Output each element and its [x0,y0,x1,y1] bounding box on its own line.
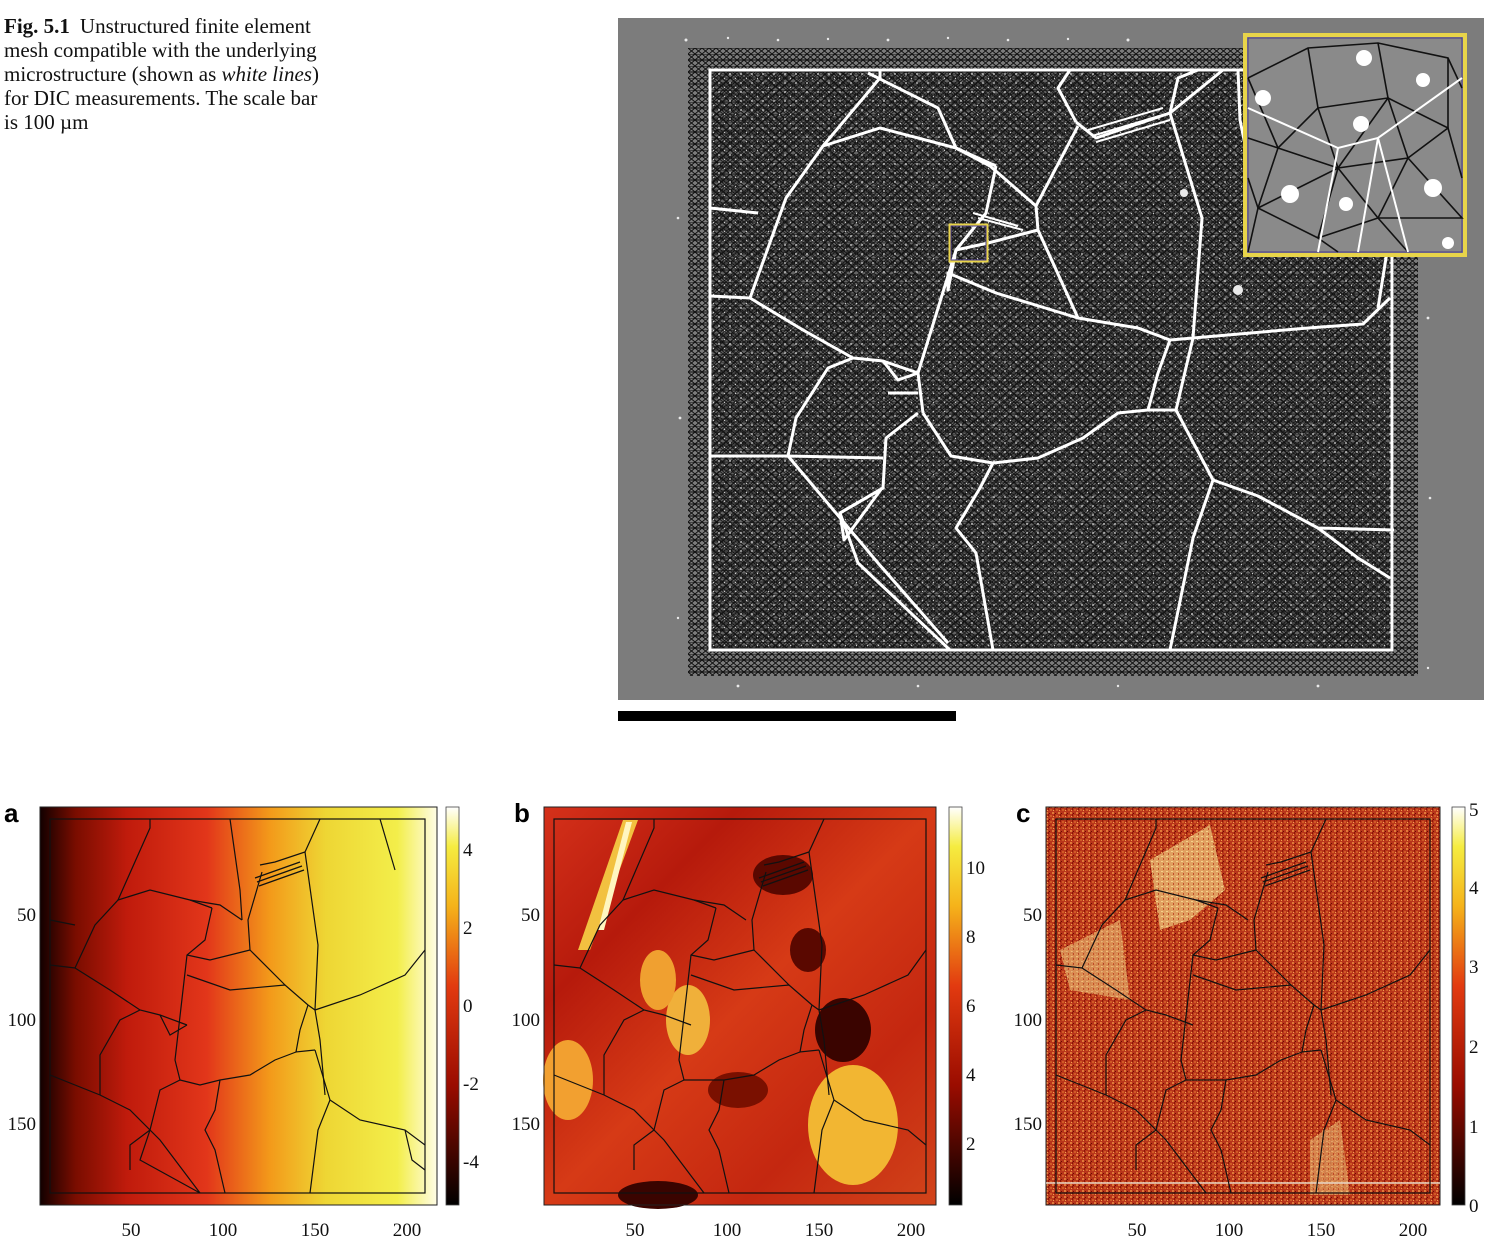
colorbar-tick-label: 0 [1469,1196,1479,1217]
colorbar-ticks-c: 0 1 2 3 4 5 [1469,800,1479,1217]
y-tick-label: 50 [521,905,540,926]
colorbar-tick-label: -2 [463,1074,479,1095]
figure-caption: Fig. 5.1 Unstructured finite element mesh… [4,14,334,134]
x-tick-label: 200 [897,1220,926,1241]
y-tick-label: 150 [1014,1114,1043,1135]
colorbar-tick-label: 0 [463,996,473,1017]
x-axis-b: 50 100 150 200 [626,1220,926,1241]
y-tick-label: 50 [17,905,36,926]
grain-overlay-c [1055,818,1431,1194]
colorbar-tick-label: 4 [1469,878,1479,899]
axes-frame-c [1045,806,1441,1206]
roi-boundary [708,68,1394,652]
colorbar-tick-label: 5 [1469,800,1479,821]
colorbar-tick-label: 2 [463,918,473,939]
x-tick-label: 200 [393,1220,422,1241]
colorbar-tick-label: 6 [966,996,976,1017]
colorbar-tick-label: 4 [966,1065,976,1086]
y-tick-label: 150 [8,1114,37,1135]
inset-zoom [1243,33,1467,257]
y-axis-c: 50 100 150 [1014,905,1043,1135]
caption-text-1: Unstructured finite element mesh compati… [4,14,317,86]
axes-frame-b [543,806,937,1206]
x-tick-label: 100 [1215,1220,1244,1241]
panel-b-svg: 50 100 150 200 50 100 150 b 2 4 6 8 10 [512,798,986,1241]
heatmap-b-features [543,820,898,1209]
colorbar-b [948,806,963,1206]
colorbar-tick-label: 10 [966,858,985,879]
y-tick-label: 50 [1023,905,1042,926]
caption-emphasis: white lines [221,62,312,86]
grain-overlay-b [553,818,927,1194]
x-tick-label: 150 [1307,1220,1336,1241]
x-axis-c: 50 100 150 200 [1128,1220,1428,1241]
y-axis-b: 50 100 150 [512,905,541,1135]
x-tick-label: 50 [626,1220,645,1241]
colorbar-ticks-b: 2 4 6 8 10 [966,858,985,1155]
panel-a: 50 100 150 200 50 100 150 a -4 -2 0 2 4 [0,798,479,1241]
x-tick-label: 50 [122,1220,141,1241]
caption-text-2: ) for DIC measurements. The scale bar is… [4,62,319,134]
mesh-micrograph [618,18,1484,700]
figure-label: Fig. 5.1 [4,14,70,38]
grain-boundary-bands [972,107,1171,231]
y-tick-label: 100 [1014,1010,1043,1031]
heatmap-a [40,807,437,1205]
axes-frame-a [39,806,438,1206]
colorbar-tick-label: 4 [463,840,473,861]
colorbar-tick-label: 2 [966,1134,976,1155]
y-axis-a: 50 100 150 [8,905,37,1135]
panel-c-svg: 50 100 150 200 50 100 150 c 0 1 2 3 4 5 [1014,798,1480,1241]
colorbar-tick-label: 3 [1469,957,1479,978]
colorbar-tick-label: -4 [463,1152,479,1173]
heatmap-c [1046,807,1440,1205]
panel-c: 50 100 150 200 50 100 150 c 0 1 2 3 4 5 [1010,798,1480,1241]
zoom-marker [948,223,989,263]
y-tick-label: 150 [512,1114,541,1135]
panel-label-c: c [1016,798,1030,828]
panel-a-svg: 50 100 150 200 50 100 150 a -4 -2 0 2 4 [4,798,479,1241]
micrograph-speckles [676,36,1432,688]
x-tick-label: 100 [713,1220,742,1241]
grain-overlay-a [49,818,426,1194]
colorbar-c [1451,806,1466,1206]
colorbar-tick-label: 2 [1469,1037,1479,1058]
colorbar-tick-label: 1 [1469,1117,1479,1138]
colorbar-tick-label: 8 [966,927,976,948]
colorbar-ticks-a: -4 -2 0 2 4 [463,840,479,1173]
x-tick-label: 100 [209,1220,238,1241]
x-tick-label: 200 [1399,1220,1428,1241]
colorbar-a [445,806,460,1206]
panel-b: 50 100 150 200 50 100 150 b 2 4 6 8 10 [508,798,986,1241]
x-tick-label: 150 [301,1220,330,1241]
x-tick-label: 50 [1128,1220,1147,1241]
panel-label-a: a [4,798,19,828]
y-tick-label: 100 [512,1010,541,1031]
scale-bar [618,711,956,721]
y-tick-label: 100 [8,1010,37,1031]
panel-label-b: b [514,798,530,828]
x-tick-label: 150 [805,1220,834,1241]
x-axis-a: 50 100 150 200 [122,1220,422,1241]
